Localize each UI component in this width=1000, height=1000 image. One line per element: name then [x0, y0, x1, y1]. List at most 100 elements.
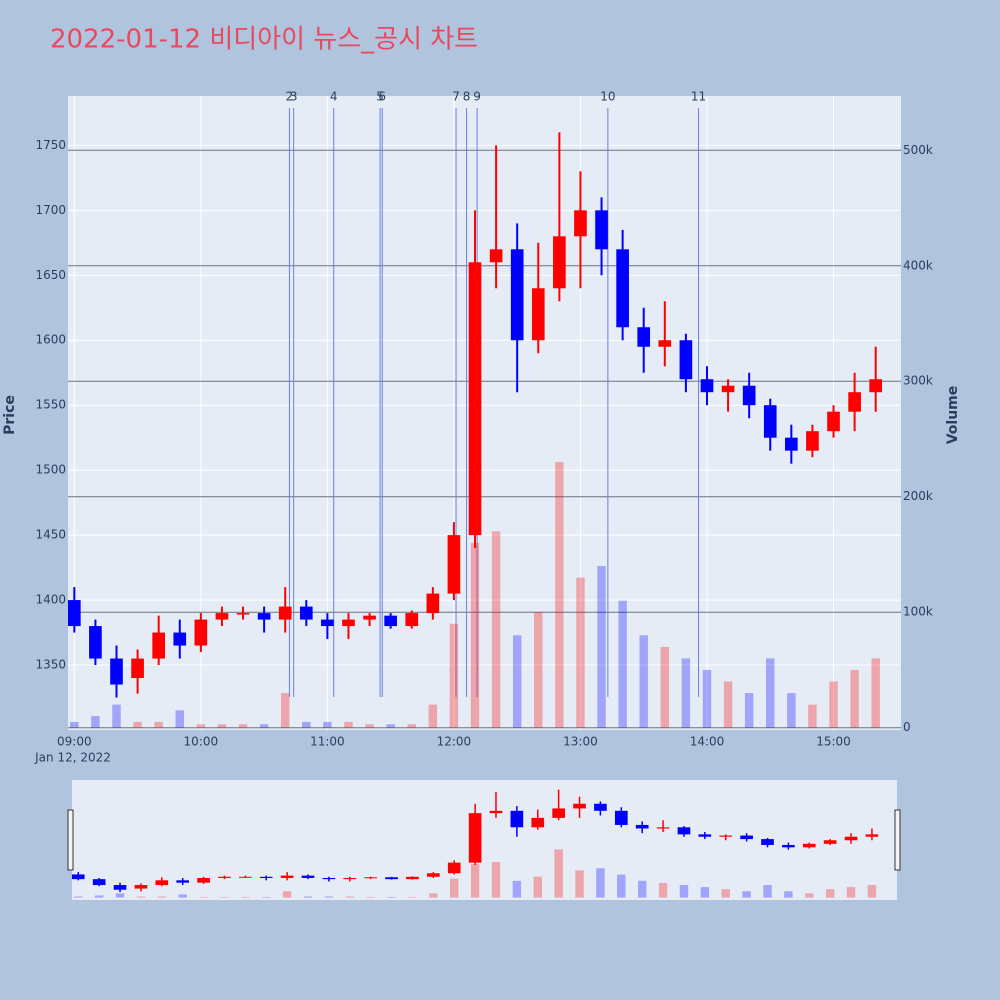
- candle-body: [679, 340, 693, 380]
- candle-body: [363, 615, 376, 620]
- y2-tick-label: 200k: [903, 489, 933, 503]
- slider-volume-bar: [470, 864, 480, 898]
- slider-candle-body: [280, 875, 294, 878]
- candle-body: [616, 249, 629, 328]
- y-tick-label: 1550: [35, 398, 66, 412]
- y2-tick-label: 300k: [903, 374, 933, 388]
- slider-candle-body: [698, 834, 712, 837]
- volume-bar: [407, 724, 416, 728]
- slider-volume-bar: [178, 894, 187, 898]
- volume-bar: [217, 724, 227, 728]
- slider-volume-bar: [324, 896, 334, 898]
- slider-volume-bar: [554, 849, 563, 898]
- candle-body: [299, 606, 313, 620]
- range-handle[interactable]: [894, 809, 901, 871]
- slider-volume-bar: [387, 896, 396, 898]
- volume-bar: [470, 542, 480, 728]
- slider-candle-body: [719, 835, 733, 837]
- x-tick-label: 13:00: [563, 735, 598, 749]
- slider-volume-bar: [157, 896, 167, 898]
- candle-body: [721, 385, 735, 393]
- candle-body: [89, 626, 102, 659]
- volume-bar: [787, 693, 796, 728]
- slider-volume-bar: [596, 868, 605, 898]
- news-label: 7: [452, 90, 460, 104]
- y-tick-label: 1450: [35, 528, 66, 542]
- candle-body: [763, 405, 777, 438]
- y-tick-label: 1400: [35, 593, 66, 607]
- candle-body: [806, 431, 819, 451]
- slider-candle-body: [865, 834, 879, 837]
- x-tick-label: 10:00: [184, 735, 219, 749]
- x-sublabel: Jan 12, 2022: [34, 751, 111, 765]
- y-tick-label: 1650: [35, 268, 66, 282]
- volume-bar: [766, 658, 775, 728]
- y2-axis-title: Volume: [945, 386, 961, 445]
- news-label: 9: [473, 90, 481, 104]
- candle-body: [658, 340, 672, 347]
- slider-volume-bar: [449, 878, 459, 898]
- slider-volume-bar: [199, 896, 208, 898]
- slider-volume-bar: [345, 896, 355, 898]
- slider-candle-body: [635, 824, 649, 829]
- slider-candle-body: [155, 880, 169, 886]
- volume-bar: [154, 721, 163, 728]
- volume-bar: [681, 658, 691, 728]
- volume-bar: [386, 724, 395, 728]
- volume-bar: [491, 531, 501, 728]
- volume-bar: [576, 577, 585, 728]
- news-label: 11: [691, 90, 706, 104]
- slider-volume-bar: [825, 889, 835, 898]
- candle-body: [152, 632, 166, 659]
- slider-volume-bar: [282, 891, 292, 898]
- slider-candle-body: [239, 876, 252, 878]
- volume-bar: [871, 658, 880, 728]
- slider-candle-body: [844, 836, 858, 841]
- slider-volume-bar: [679, 885, 689, 898]
- y-axis-title: Price: [2, 395, 18, 435]
- slider-volume-bar: [491, 861, 501, 898]
- news-label: 2: [286, 90, 294, 104]
- slider-volume-bar: [220, 896, 229, 898]
- slider-volume-bar: [303, 896, 313, 898]
- volume-bar: [449, 623, 459, 728]
- candle-body: [510, 249, 524, 341]
- slider-candle-body: [594, 803, 607, 811]
- candle-body: [194, 619, 208, 646]
- volume-bar: [639, 635, 648, 728]
- volume-bar: [91, 716, 100, 728]
- slider-volume-bar: [763, 885, 772, 898]
- volume-bar: [723, 681, 733, 728]
- candle-body: [257, 613, 271, 620]
- y-tick-label: 1500: [35, 463, 66, 477]
- news-label: 8: [463, 90, 471, 104]
- slider-volume-bar: [784, 891, 793, 898]
- y-tick-label: 1600: [35, 333, 66, 347]
- slider-volume-bar: [429, 893, 438, 898]
- slider-candle-body: [385, 877, 398, 880]
- news-label: 6: [378, 90, 386, 104]
- volume-bar: [660, 646, 670, 728]
- slider-volume-bar: [408, 896, 417, 898]
- slider-candle-body: [761, 839, 774, 845]
- slider-candle-body: [427, 873, 440, 877]
- candle-body: [742, 385, 756, 406]
- slider-candle-body: [740, 835, 753, 840]
- candle-body: [236, 613, 250, 615]
- slider-volume-bar: [533, 876, 542, 898]
- slider-candle-body: [322, 877, 336, 880]
- slider-volume-bar: [805, 893, 814, 898]
- candle-body: [489, 249, 503, 263]
- slider-candle-body: [364, 877, 377, 879]
- slider-volume-bar: [241, 896, 250, 898]
- candle-body: [405, 613, 419, 627]
- volume-bar: [829, 681, 838, 728]
- slider-volume-bar: [700, 887, 710, 898]
- volume-bar: [808, 704, 817, 728]
- news-label: 10: [600, 90, 615, 104]
- candle-body: [173, 632, 187, 646]
- slider-candle-body: [510, 810, 524, 828]
- range-handle[interactable]: [67, 809, 74, 871]
- slider-volume-bar: [617, 874, 626, 898]
